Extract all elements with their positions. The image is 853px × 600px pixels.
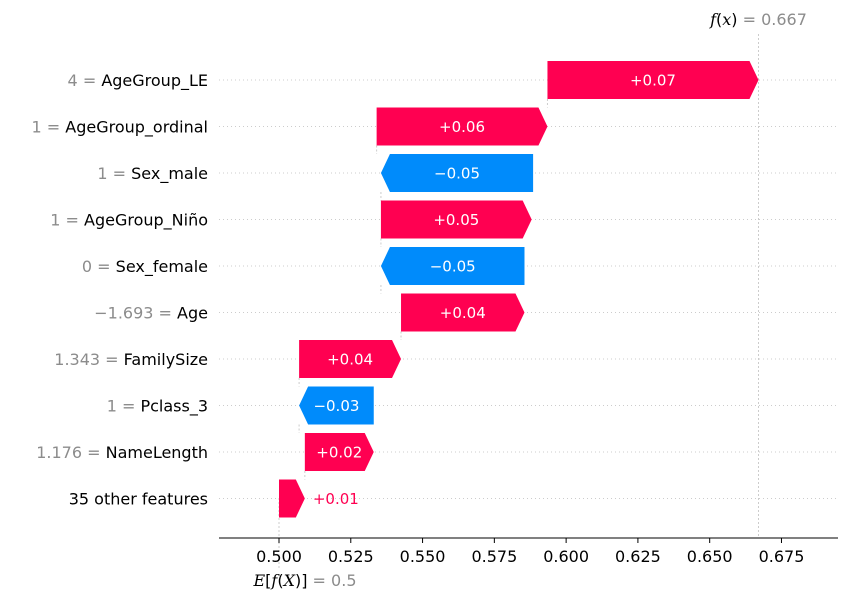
bar-value-label: −0.05 xyxy=(434,165,480,183)
fx-symbol: f xyxy=(709,10,719,29)
x-tick-label: 0.675 xyxy=(759,547,805,566)
equals-sign: = xyxy=(60,211,84,230)
equals-sign: = xyxy=(82,443,106,462)
feature-value: 4 xyxy=(68,71,78,90)
fx-var: x xyxy=(722,10,731,29)
feature-value: 1.343 xyxy=(54,350,100,369)
feature-name: FamilySize xyxy=(124,350,208,369)
efx-paren-open: ( xyxy=(277,571,283,590)
bar-value-label: +0.04 xyxy=(440,304,486,322)
feature-label: −1.693 = Age xyxy=(94,304,208,323)
bar-value-label: +0.06 xyxy=(439,118,485,136)
x-tick-label: 0.625 xyxy=(615,547,661,566)
feature-value: 1 xyxy=(107,397,117,416)
negative-contribution-bar xyxy=(380,247,525,285)
bar-value-label: +0.04 xyxy=(327,351,373,369)
feature-name: Sex_male xyxy=(131,164,208,184)
feature-label: 1 = Pclass_3 xyxy=(107,397,208,417)
bar-value-label: +0.07 xyxy=(630,72,676,90)
feature-name: AgeGroup_LE xyxy=(101,71,208,91)
equals-sign: = xyxy=(42,118,66,137)
equals-sign: = xyxy=(153,304,177,323)
output-value-label: f(x) = 0.667 xyxy=(709,10,807,29)
equals-sign: = xyxy=(117,397,141,416)
positive-contribution-bar xyxy=(279,479,305,518)
feature-name: Pclass_3 xyxy=(140,397,208,417)
feature-value: 1 xyxy=(97,164,107,183)
equals-sign: = xyxy=(100,350,124,369)
feature-label: 0 = Sex_female xyxy=(82,257,208,277)
bar-value-label: +0.05 xyxy=(433,211,479,229)
fx-value: = 0.667 xyxy=(738,10,807,29)
bar-value-label: −0.03 xyxy=(313,397,359,415)
feature-value: 1.176 xyxy=(36,443,82,462)
x-tick-label: 0.525 xyxy=(328,547,374,566)
reference-lines xyxy=(278,34,759,568)
feature-value: 1 xyxy=(50,211,60,230)
negative-contribution-bar xyxy=(380,154,534,192)
feature-label: 4 = AgeGroup_LE xyxy=(68,71,208,91)
positive-contribution-bar xyxy=(376,107,548,146)
x-tick-label: 0.550 xyxy=(400,547,446,566)
bar-value-label: +0.02 xyxy=(316,444,362,462)
efx-X: X xyxy=(282,571,296,590)
negative-contribution-bar xyxy=(299,386,374,425)
feature-value: −1.693 xyxy=(94,304,153,323)
efx-E: E xyxy=(252,571,265,590)
feature-label: 1.176 = NameLength xyxy=(36,443,208,462)
equals-sign: = xyxy=(92,257,116,276)
positive-contribution-bar xyxy=(401,293,525,332)
efx-f: f xyxy=(270,571,280,590)
base-value-text: E[f(X)] = 0.5 xyxy=(252,571,356,590)
feature-name: AgeGroup_ordinal xyxy=(65,118,208,138)
positive-contribution-bar xyxy=(380,200,532,239)
feature-name: NameLength xyxy=(106,443,208,462)
positive-contribution-bar xyxy=(299,340,402,378)
fx-paren-close: ) xyxy=(731,10,737,29)
x-axis: 0.500 0.525 0.550 0.575 0.600 0.625 0.650 0.675 xyxy=(219,537,838,566)
feature-label: 1 = Sex_male xyxy=(97,164,208,184)
feature-value: 1 xyxy=(32,118,42,137)
x-tick-label: 0.575 xyxy=(471,547,517,566)
equals-sign: = xyxy=(78,71,102,90)
positive-contribution-bar xyxy=(304,433,374,471)
feature-name: Sex_female xyxy=(116,257,208,277)
output-value-text: f(x) = 0.667 xyxy=(709,10,807,29)
x-tick-label: 0.650 xyxy=(687,547,733,566)
x-tick-label: 0.600 xyxy=(543,547,589,566)
efx-close: )] xyxy=(295,571,307,590)
x-tick-label: 0.500 xyxy=(256,547,302,566)
efx-bracket-open: [ xyxy=(265,571,271,590)
fx-paren-open: ( xyxy=(716,10,722,29)
bar-value-label: −0.05 xyxy=(430,258,476,276)
efx-value: = 0.5 xyxy=(307,571,356,590)
bar-value-label: +0.01 xyxy=(313,490,359,508)
feature-name: 35 other features xyxy=(69,490,208,509)
positive-contribution-bar xyxy=(547,61,759,99)
feature-name: AgeGroup_Niño xyxy=(84,211,208,231)
feature-value: 0 xyxy=(82,257,92,276)
base-value-label: E[f(X)] = 0.5 xyxy=(252,571,356,590)
bars: +0.07 +0.06 −0.05 +0.05 −0.05 +0.04 +0.04 −0.03… xyxy=(279,61,759,518)
feature-label: 1 = AgeGroup_ordinal xyxy=(32,118,209,138)
feature-label: 35 other features xyxy=(69,490,208,509)
equals-sign: = xyxy=(108,164,132,183)
feature-name: Age xyxy=(177,304,208,323)
feature-label: 1 = AgeGroup_Niño xyxy=(50,211,208,231)
feature-label: 1.343 = FamilySize xyxy=(54,350,208,369)
